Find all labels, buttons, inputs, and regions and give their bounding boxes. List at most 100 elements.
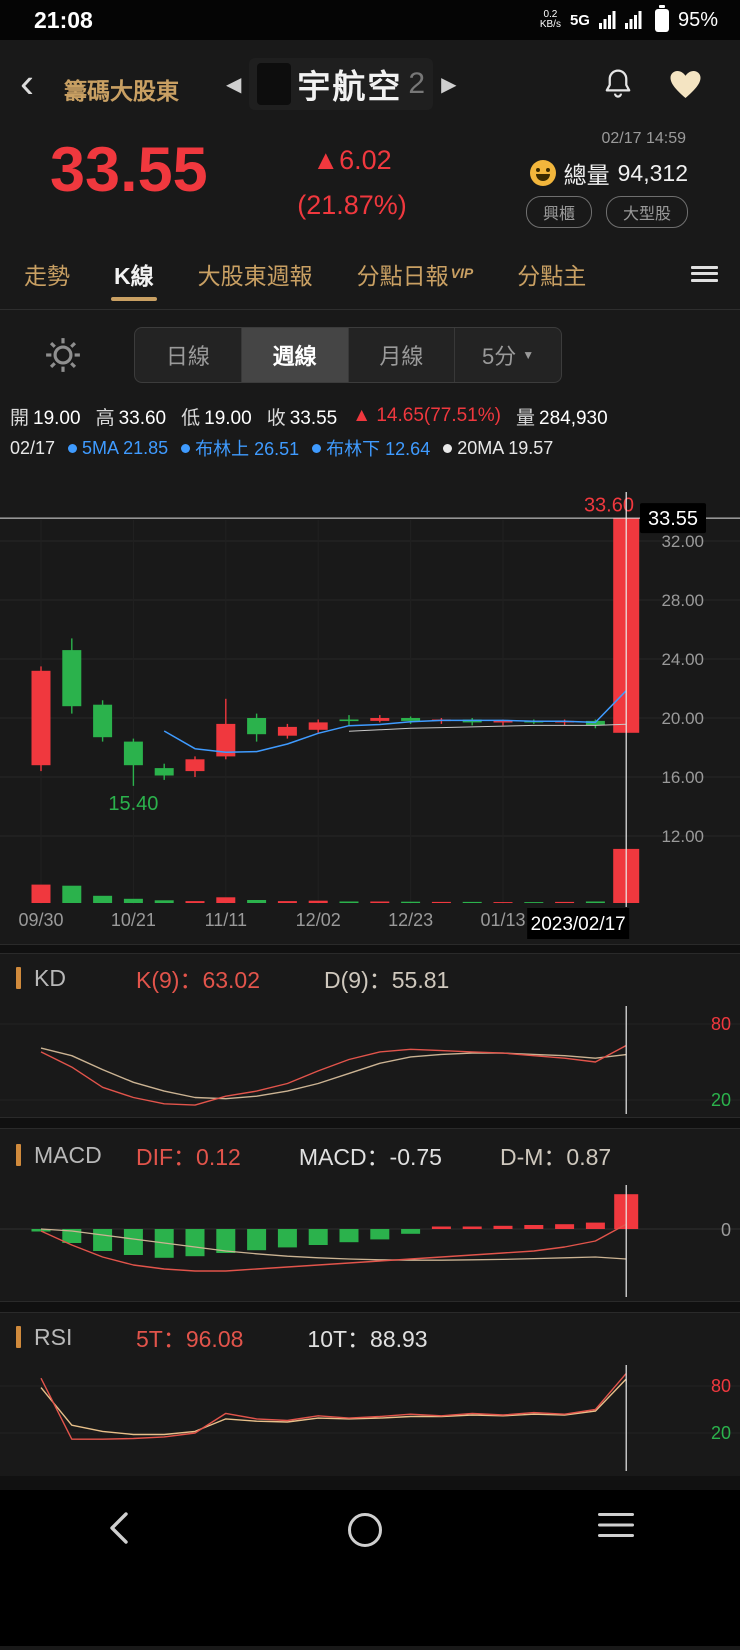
macd-panel-header: MACD DIF：0.12 MACD：-0.75 D-M：0.87	[0, 1129, 740, 1181]
tab-branch-main[interactable]: 分點主	[517, 262, 587, 289]
total-volume-label: 總量	[563, 162, 610, 188]
vip-badge: VIP	[450, 264, 474, 281]
change-amount: ▲6.02	[312, 145, 392, 175]
kd-k-value: K(9)：63.02	[136, 967, 261, 993]
svg-text:09/30: 09/30	[18, 910, 63, 930]
rsi-panel-header: RSI 5T：96.08 10T：88.93	[0, 1313, 740, 1361]
svg-text:15.40: 15.40	[108, 793, 158, 815]
network-speed: 0.2 KB/s	[539, 8, 561, 31]
panel-divider	[0, 944, 740, 954]
ohlc-change-value: ▲ 14.65(77.51%)	[352, 405, 501, 426]
period-monthly[interactable]: 月線	[347, 328, 455, 382]
svg-text:24.00: 24.00	[661, 650, 704, 669]
market-badge: 興櫃	[525, 196, 592, 228]
kd-d-value: D(9)：55.81	[324, 967, 450, 993]
battery-percent: 95%	[677, 8, 718, 31]
legend-boll-upper: 布林上 26.51	[181, 435, 299, 461]
close-label: 收	[266, 407, 286, 429]
tab-branch-daily-label: 分點日報	[356, 262, 449, 289]
signal-strength-icon	[624, 11, 642, 29]
ohlc-summary: 開 19.00 高 33.60 低 19.00 收 33.55 ▲ 14.65(77.5…	[0, 400, 740, 432]
stock-name: 宇航空	[297, 68, 403, 105]
high-label: 高	[95, 407, 115, 429]
tab-trend[interactable]: 走勢	[24, 262, 70, 289]
network-speed-value: 0.2	[543, 8, 558, 20]
rsi-chart[interactable]: 80 20	[0, 1361, 740, 1476]
kd-panel: KD K(9)：63.02 D(9)：55.81 80 20	[0, 954, 740, 1117]
svg-text:20: 20	[711, 1090, 731, 1110]
svg-text:28.00: 28.00	[661, 591, 704, 610]
nav-menu-icon[interactable]	[597, 1510, 634, 1543]
legend-ma5: 5MA 21.85	[68, 438, 168, 459]
favorite-heart-icon[interactable]	[667, 68, 704, 106]
kd-title[interactable]: KD	[34, 964, 66, 991]
app-header: ‹ 籌碼大股東 ◀ 宇航空 2 ▶	[0, 40, 740, 128]
stock-switcher: ◀ 宇航空 2 ▶	[226, 56, 456, 112]
size-badge: 大型股	[605, 196, 688, 228]
candlestick-chart[interactable]: 32.00 28.00 24.00 20.00 16.00 12.00 33.60 33.55…	[0, 464, 740, 944]
last-price: 33.55	[50, 135, 208, 205]
svg-text:33.55: 33.55	[648, 508, 698, 530]
notification-bell-icon[interactable]	[602, 66, 634, 105]
low-value: 19.00	[204, 407, 252, 429]
stock-name-pill[interactable]: 宇航空 2	[249, 58, 434, 110]
close-value: 33.55	[289, 407, 338, 429]
svg-text:32.00: 32.00	[661, 532, 704, 551]
settings-gear-icon[interactable]	[44, 336, 82, 379]
total-volume-value: 94,312	[617, 159, 688, 186]
quote-timestamp: 02/17 14:59	[601, 130, 686, 147]
macd-chart[interactable]: 0	[0, 1181, 740, 1301]
period-daily[interactable]: 日線	[165, 344, 210, 369]
legend-boll-lower: 布林下 12.64	[312, 435, 430, 461]
svg-text:12/02: 12/02	[296, 910, 341, 930]
tab-shareholder-weekly[interactable]: 大股東週報	[197, 262, 313, 289]
nav-home-icon[interactable]	[345, 1510, 385, 1553]
svg-text:0: 0	[721, 1220, 731, 1240]
rsi-title[interactable]: RSI	[34, 1323, 73, 1350]
signal-strength-icon	[598, 11, 616, 29]
nav-back-icon[interactable]	[106, 1510, 132, 1549]
boll-lower-dot-icon	[312, 443, 322, 453]
kd-chart[interactable]: 80 20	[0, 1002, 740, 1117]
ma20-dot-icon	[443, 443, 453, 453]
panel-accent-bar	[16, 1326, 21, 1348]
battery-icon	[654, 4, 669, 32]
volume-value: 284,930	[539, 407, 608, 429]
panel-accent-bar	[16, 967, 21, 989]
boll-upper-dot-icon	[181, 443, 191, 453]
prev-stock-icon[interactable]: ◀	[226, 73, 242, 96]
nav-gap	[0, 1476, 740, 1490]
svg-text:11/11: 11/11	[205, 910, 247, 930]
legend-ma20: 20MA 19.57	[443, 438, 553, 459]
kd-panel-header: KD K(9)：63.02 D(9)：55.81	[0, 954, 740, 1002]
period-minute[interactable]: 5分 ▼	[454, 328, 561, 382]
open-value: 19.00	[33, 407, 81, 429]
tab-branch-daily[interactable]: 分點日報 VIP	[357, 241, 474, 307]
network-type-label: 5G	[569, 11, 590, 29]
next-stock-icon[interactable]: ▶	[441, 73, 457, 96]
indicator-legend: 02/17 5MA 21.85 布林上 26.51 布林下 12.64 20MA…	[0, 432, 740, 464]
low-label: 低	[181, 407, 201, 429]
active-tab-underline	[110, 296, 157, 301]
network-speed-unit: KB/s	[539, 19, 561, 30]
app-title: 籌碼大股東	[64, 78, 179, 104]
android-nav-bar	[0, 1490, 740, 1646]
tab-kline-label: K線	[114, 262, 154, 289]
tab-overflow-menu-icon[interactable]	[677, 238, 740, 309]
stock-name-trailing: 2	[408, 67, 426, 100]
panel-divider	[0, 1117, 740, 1129]
macd-macd-value: MACD：-0.75	[298, 1144, 442, 1170]
ma5-dot-icon	[68, 443, 78, 453]
svg-text:20.00: 20.00	[661, 709, 704, 728]
tab-kline[interactable]: K線	[110, 241, 157, 307]
macd-panel: MACD DIF：0.12 MACD：-0.75 D-M：0.87 0	[0, 1129, 740, 1301]
period-segmented-control: 日線 週線 月線 5分 ▼	[134, 327, 562, 383]
macd-dm-value: D-M：0.87	[499, 1144, 612, 1170]
period-weekly[interactable]: 週線	[240, 328, 348, 382]
quote-section: 02/17 14:59 33.55 ▲6.02 (21.87%) 總量 94,3…	[0, 128, 740, 238]
macd-title[interactable]: MACD	[34, 1141, 102, 1168]
svg-text:01/13: 01/13	[480, 910, 525, 930]
period-minute-label: 5分	[482, 344, 517, 369]
back-button[interactable]: ‹	[20, 59, 34, 106]
status-indicators: 0.2 KB/s 5G 95%	[539, 4, 718, 32]
